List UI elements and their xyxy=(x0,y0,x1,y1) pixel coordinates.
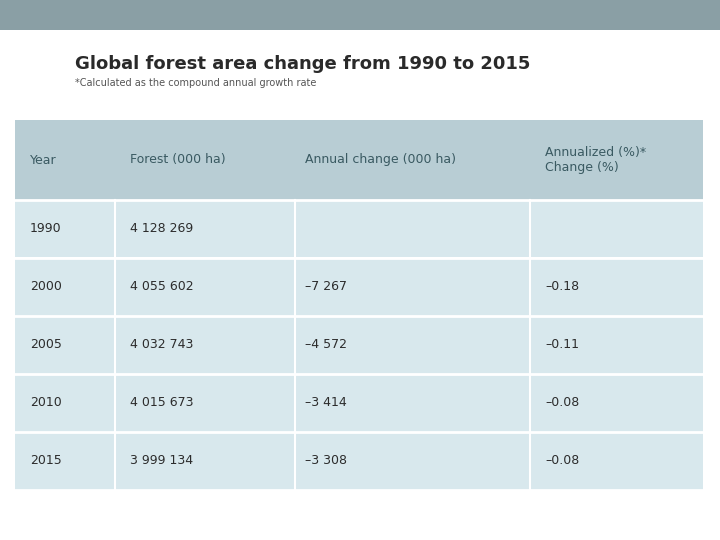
Bar xyxy=(15,200,703,257)
Text: 1990: 1990 xyxy=(30,222,62,235)
Bar xyxy=(0,0,720,30)
Text: –3 414: –3 414 xyxy=(305,396,347,409)
Text: Annualized (%)*
Change (%): Annualized (%)* Change (%) xyxy=(545,146,646,174)
Bar xyxy=(15,317,703,374)
Text: 4 015 673: 4 015 673 xyxy=(130,396,194,409)
Text: 3 999 134: 3 999 134 xyxy=(130,455,193,468)
Text: 2005: 2005 xyxy=(30,339,62,352)
Bar xyxy=(15,375,703,432)
Bar xyxy=(15,120,703,200)
Text: 2000: 2000 xyxy=(30,280,62,294)
Text: Forest (000 ha): Forest (000 ha) xyxy=(130,153,225,166)
Text: 4 128 269: 4 128 269 xyxy=(130,222,193,235)
Text: –3 308: –3 308 xyxy=(305,455,347,468)
Text: Global forest area change from 1990 to 2015: Global forest area change from 1990 to 2… xyxy=(75,55,531,73)
Text: 4 032 743: 4 032 743 xyxy=(130,339,194,352)
Text: –7 267: –7 267 xyxy=(305,280,347,294)
Text: –0.18: –0.18 xyxy=(545,280,579,294)
Text: 2010: 2010 xyxy=(30,396,62,409)
Text: 2015: 2015 xyxy=(30,455,62,468)
Text: Annual change (000 ha): Annual change (000 ha) xyxy=(305,153,456,166)
Text: –4 572: –4 572 xyxy=(305,339,347,352)
Text: –0.11: –0.11 xyxy=(545,339,579,352)
Text: –0.08: –0.08 xyxy=(545,455,580,468)
Bar xyxy=(15,433,703,490)
Text: 4 055 602: 4 055 602 xyxy=(130,280,194,294)
Text: *Calculated as the compound annual growth rate: *Calculated as the compound annual growt… xyxy=(75,78,316,88)
Text: –0.08: –0.08 xyxy=(545,396,580,409)
Text: Year: Year xyxy=(30,153,57,166)
Bar xyxy=(15,259,703,316)
